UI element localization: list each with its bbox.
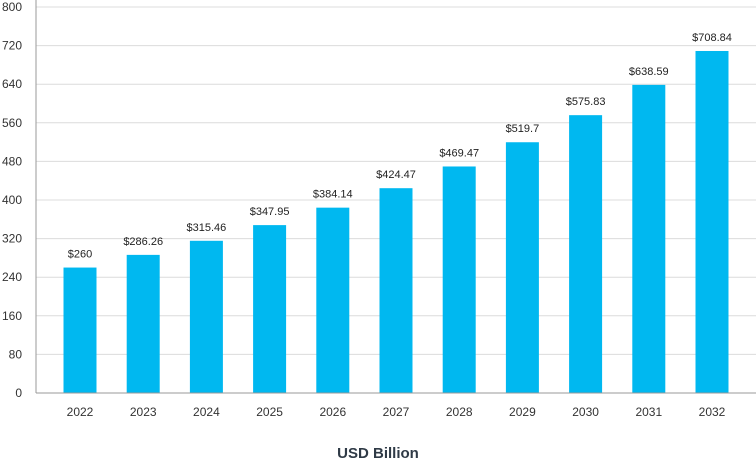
y-tick-label: 560 — [2, 116, 22, 130]
bar-2029 — [505, 142, 539, 393]
y-tick-label: 320 — [2, 232, 22, 246]
data-label-2025: $347.95 — [250, 206, 290, 218]
x-tick-label-2024: 2024 — [193, 405, 220, 419]
x-tick-label-2026: 2026 — [319, 405, 346, 419]
data-label-2028: $469.47 — [439, 147, 479, 159]
x-tick-label-2032: 2032 — [699, 405, 726, 419]
data-label-2023: $286.26 — [123, 236, 163, 248]
y-axis-ticks: 0 80 160 240 320 400 480 560 640 720 800 — [2, 0, 22, 400]
x-axis-ticks: 2022 2023 2024 2025 2026 2027 2028 2029 2030 2031… — [67, 405, 726, 419]
x-tick-label-2022: 2022 — [67, 405, 94, 419]
y-tick-label: 720 — [2, 39, 22, 53]
data-label-2032: $708.84 — [692, 32, 732, 44]
bar-2027 — [379, 188, 413, 393]
bar-2031 — [632, 84, 666, 394]
bar-2024 — [189, 240, 223, 393]
data-label-2031: $638.59 — [629, 66, 669, 78]
data-label-2024: $315.46 — [187, 222, 227, 234]
bar-2022 — [63, 267, 97, 393]
y-tick-label: 640 — [2, 77, 22, 91]
y-tick-label: 800 — [2, 0, 22, 14]
data-label-2030: $575.83 — [566, 96, 606, 108]
y-tick-label: 240 — [2, 270, 22, 284]
data-label-2022: $260 — [68, 249, 92, 261]
data-labels: $260 $286.26 $315.46 $347.95 $384.14 $424.47 $… — [68, 32, 732, 261]
y-tick-label: 400 — [2, 193, 22, 207]
bar-2025 — [253, 225, 287, 393]
bars — [63, 50, 729, 394]
x-tick-label-2025: 2025 — [256, 405, 283, 419]
x-tick-label-2030: 2030 — [572, 405, 599, 419]
y-tick-label: 480 — [2, 154, 22, 168]
bar-2028 — [442, 166, 476, 393]
bar-2026 — [316, 207, 350, 393]
bar-2023 — [126, 254, 160, 393]
y-tick-label: 0 — [15, 386, 22, 400]
y-tick-label: 80 — [9, 347, 23, 361]
x-tick-label-2027: 2027 — [383, 405, 410, 419]
data-label-2026: $384.14 — [313, 189, 353, 201]
x-tick-label-2029: 2029 — [509, 405, 536, 419]
x-tick-label-2031: 2031 — [635, 405, 662, 419]
x-tick-label-2023: 2023 — [130, 405, 157, 419]
bar-2032 — [695, 50, 729, 393]
bar-2030 — [569, 115, 603, 394]
x-tick-label-2028: 2028 — [446, 405, 473, 419]
y-tick-label: 160 — [2, 309, 22, 323]
data-label-2027: $424.47 — [376, 169, 416, 181]
x-axis-title: USD Billion — [337, 445, 419, 460]
data-label-2029: $519.7 — [506, 123, 540, 135]
